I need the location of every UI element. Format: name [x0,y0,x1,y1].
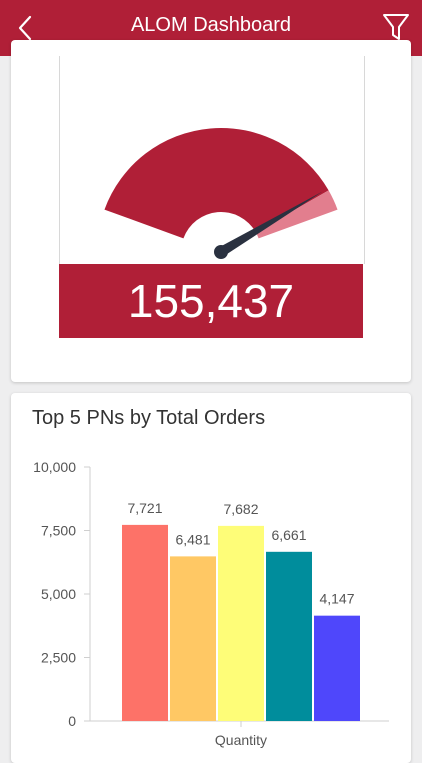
chevron-left-icon[interactable] [14,12,38,44]
chart-card: Top 5 PNs by Total Orders 0 2,500 5,000 7,5… [11,393,411,763]
y-tick-label: 2,500 [41,650,76,666]
data-label: 6,661 [271,527,306,543]
filter-icon[interactable] [382,12,410,42]
bar [266,551,312,721]
page-title: ALOM Dashboard [130,14,292,36]
x-tick-label: Quantity [215,732,267,748]
y-tick-label: 5,000 [41,586,76,602]
data-label: 7,682 [223,501,258,517]
gauge-frame [59,56,365,264]
data-label: 4,147 [319,591,354,607]
gauge-needle [218,191,323,257]
kpi-gauge [104,128,338,259]
bar [122,524,168,721]
bar-chart: 0 2,500 5,000 7,500 10,000 7,721 6,481 7,682 6,6… [33,459,389,748]
kpi-value-box: 155,437 [59,264,363,338]
chart-title: Top 5 PNs by Total Orders [32,407,266,429]
gauge-target-band [255,190,338,239]
kpi-value: 155,437 [127,275,295,327]
y-tick-label: 10,000 [33,459,76,475]
data-label: 6,481 [175,531,210,547]
bar [218,525,264,721]
data-label: 7,721 [127,500,162,516]
kpi-card: 155,437 [11,40,411,382]
y-tick-label: 0 [68,713,76,729]
y-tick-label: 7,500 [41,523,76,539]
gauge-hub [214,245,228,259]
bar [170,556,216,721]
bar [314,615,360,721]
gauge-fill [104,128,329,239]
